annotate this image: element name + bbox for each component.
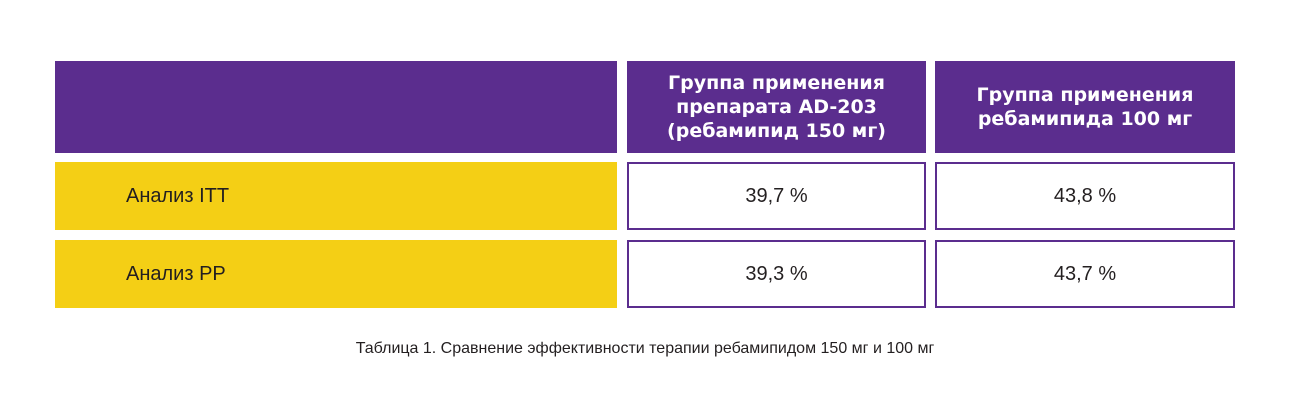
cell-pp-rebamipide-100: 43,7 % <box>935 240 1235 308</box>
row-label-pp: Анализ PP <box>55 240 617 308</box>
row-label-itt: Анализ ITT <box>55 162 617 230</box>
cell-itt-rebamipide-100: 43,8 % <box>935 162 1235 230</box>
table-header-ad203-group: Группа применения препарата AD-203 (реба… <box>627 61 926 153</box>
table-header-rebamipide-100-group: Группа применения ребамипида 100 мг <box>935 61 1235 153</box>
table-caption: Таблица 1. Сравнение эффективности терап… <box>355 340 935 357</box>
cell-pp-ad203: 39,3 % <box>627 240 926 308</box>
cell-itt-ad203: 39,7 % <box>627 162 926 230</box>
table-header-empty-cell <box>55 61 617 153</box>
